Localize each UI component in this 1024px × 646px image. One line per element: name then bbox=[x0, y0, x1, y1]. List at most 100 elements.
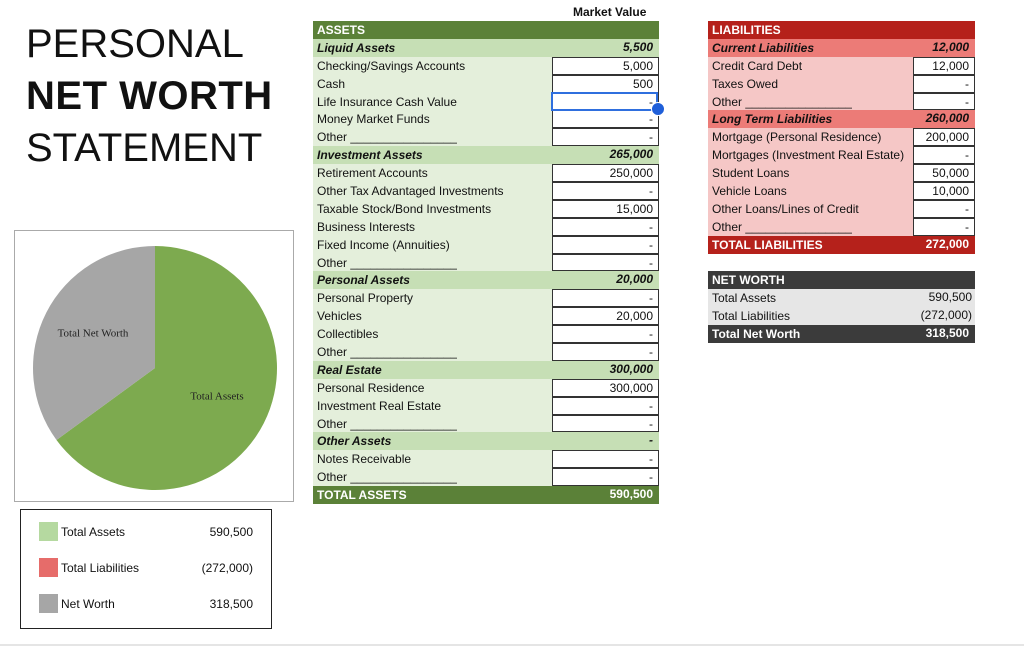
line-item-value-cell[interactable]: - bbox=[913, 199, 975, 218]
net-worth-row[interactable]: Total Assets 590,500 bbox=[708, 288, 975, 307]
line-item-row[interactable]: Vehicle Loans 10,000 bbox=[708, 182, 975, 200]
line-item-row[interactable]: Personal Residence 300,000 bbox=[313, 378, 659, 397]
line-item-row[interactable]: Mortgage (Personal Residence) 200,000 bbox=[708, 128, 975, 147]
line-item-value-cell[interactable]: 15,000 bbox=[552, 199, 659, 218]
legend-value: 318,500 bbox=[209, 597, 253, 611]
line-item-value-cell[interactable]: - bbox=[552, 414, 659, 433]
line-item-value-cell[interactable]: - bbox=[552, 468, 659, 487]
line-item-value-cell[interactable]: - bbox=[913, 74, 975, 93]
line-item-value-cell[interactable]: 500 bbox=[552, 74, 659, 93]
line-item-row[interactable]: Fixed Income (Annuities) - bbox=[313, 235, 659, 254]
net-worth-row[interactable]: Total Liabilities (272,000) bbox=[708, 306, 975, 325]
line-item-value-cell[interactable]: 200,000 bbox=[913, 128, 975, 147]
table-header: ASSETS bbox=[313, 21, 659, 39]
line-item-row[interactable]: Mortgages (Investment Real Estate) - bbox=[708, 146, 975, 165]
line-item-row[interactable]: Personal Property - bbox=[313, 289, 659, 308]
line-item-row[interactable]: Checking/Savings Accounts 5,000 bbox=[313, 56, 659, 75]
legend-row-liabilities: Total Liabilities (272,000) bbox=[39, 558, 263, 578]
line-item-value-cell[interactable]: - bbox=[552, 235, 659, 254]
line-item-value-cell[interactable]: - bbox=[552, 450, 659, 469]
line-item-value-cell[interactable]: - bbox=[552, 92, 659, 111]
line-item-label: Personal Property bbox=[317, 291, 414, 306]
section-name: Long Term Liabilities bbox=[712, 112, 833, 127]
legend-row-networth: Net Worth 318,500 bbox=[39, 594, 263, 614]
line-item-row[interactable]: Investment Real Estate - bbox=[313, 396, 659, 415]
line-item-row[interactable]: Cash 500 bbox=[313, 74, 659, 93]
total-value: 272,000 bbox=[925, 236, 969, 251]
title-line-3: STATEMENT bbox=[26, 126, 263, 170]
selection-fill-handle[interactable] bbox=[651, 102, 665, 116]
line-item-row[interactable]: Other ________________ - bbox=[313, 128, 659, 147]
pie-chart[interactable]: Total Assets Total Net Worth bbox=[14, 230, 294, 502]
line-item-row[interactable]: Business Interests - bbox=[313, 217, 659, 236]
line-item-label: Taxes Owed bbox=[712, 76, 779, 91]
line-item-row[interactable]: Taxes Owed - bbox=[708, 74, 975, 93]
line-item-value-cell[interactable]: 10,000 bbox=[913, 182, 975, 200]
line-item-row[interactable]: Life Insurance Cash Value - bbox=[313, 92, 659, 111]
line-item-row[interactable]: Other ________________ - bbox=[708, 217, 975, 236]
section-name: Real Estate bbox=[317, 362, 382, 377]
line-item-value-cell[interactable]: - bbox=[552, 396, 659, 415]
section-subtotal-row[interactable]: Personal Assets 20,000 bbox=[313, 271, 659, 290]
section-total: 265,000 bbox=[609, 147, 653, 162]
line-item-label: Other ________________ bbox=[317, 130, 458, 145]
section-subtotal-row[interactable]: Investment Assets 265,000 bbox=[313, 146, 659, 165]
line-item-row[interactable]: Retirement Accounts 250,000 bbox=[313, 164, 659, 183]
line-item-label: Taxable Stock/Bond Investments bbox=[317, 201, 492, 216]
market-value-header: Market Value bbox=[573, 5, 647, 19]
section-subtotal-row[interactable]: Other Assets - bbox=[313, 432, 659, 451]
line-item-value-cell[interactable]: - bbox=[552, 253, 659, 272]
line-item-label: Retirement Accounts bbox=[317, 166, 428, 181]
line-item-value-cell[interactable]: 5,000 bbox=[552, 56, 659, 75]
line-item-value-cell[interactable]: - bbox=[913, 92, 975, 111]
line-item-row[interactable]: Other Tax Advantaged Investments - bbox=[313, 182, 659, 200]
line-item-value-cell[interactable]: - bbox=[552, 110, 659, 129]
line-item-row[interactable]: Vehicles 20,000 bbox=[313, 307, 659, 326]
title-line-1: PERSONAL bbox=[26, 22, 244, 66]
assets-table: ASSETS Liquid Assets 5,500 Checking/Savings… bbox=[313, 21, 659, 505]
pie-slice-1[interactable] bbox=[33, 246, 155, 440]
line-item-row[interactable]: Other ________________ - bbox=[708, 92, 975, 111]
net-worth-total-label: Total Net Worth bbox=[712, 326, 801, 341]
line-item-row[interactable]: Other ________________ - bbox=[313, 343, 659, 361]
line-item-row[interactable]: Other ________________ - bbox=[313, 414, 659, 433]
pie-slice-label: Total Net Worth bbox=[58, 328, 129, 340]
legend-swatch-networth bbox=[39, 594, 58, 613]
line-item-value-cell[interactable]: - bbox=[552, 343, 659, 361]
section-subtotal-row[interactable]: Current Liabilities 12,000 bbox=[708, 38, 975, 57]
line-item-row[interactable]: Taxable Stock/Bond Investments 15,000 bbox=[313, 199, 659, 218]
line-item-value-cell[interactable]: - bbox=[913, 146, 975, 165]
line-item-row[interactable]: Other Loans/Lines of Credit - bbox=[708, 199, 975, 218]
table-header: LIABILITIES bbox=[708, 21, 975, 39]
line-item-label: Personal Residence bbox=[317, 380, 425, 395]
line-item-value-cell[interactable]: - bbox=[552, 182, 659, 200]
line-item-row[interactable]: Student Loans 50,000 bbox=[708, 164, 975, 183]
section-subtotal-row[interactable]: Long Term Liabilities 260,000 bbox=[708, 110, 975, 129]
line-item-value-cell[interactable]: - bbox=[552, 289, 659, 308]
line-item-value-cell[interactable]: 50,000 bbox=[913, 164, 975, 183]
section-subtotal-row[interactable]: Liquid Assets 5,500 bbox=[313, 38, 659, 57]
line-item-row[interactable]: Credit Card Debt 12,000 bbox=[708, 56, 975, 75]
total-label: TOTAL LIABILITIES bbox=[712, 237, 823, 252]
line-item-value-cell[interactable]: 12,000 bbox=[913, 56, 975, 75]
line-item-row[interactable]: Notes Receivable - bbox=[313, 450, 659, 469]
line-item-value-cell[interactable]: 20,000 bbox=[552, 307, 659, 326]
legend-swatch-liabilities bbox=[39, 558, 58, 577]
table-total-row: TOTAL ASSETS 590,500 bbox=[313, 486, 659, 505]
section-subtotal-row[interactable]: Real Estate 300,000 bbox=[313, 360, 659, 379]
line-item-value-cell[interactable]: - bbox=[913, 217, 975, 236]
line-item-row[interactable]: Money Market Funds - bbox=[313, 110, 659, 129]
line-item-value-cell[interactable]: - bbox=[552, 325, 659, 344]
total-value: 590,500 bbox=[609, 487, 653, 502]
line-item-row[interactable]: Other ________________ - bbox=[313, 468, 659, 487]
section-total: 5,500 bbox=[622, 39, 653, 54]
net-worth-value: 590,500 bbox=[928, 289, 972, 304]
line-item-value-cell[interactable]: - bbox=[552, 217, 659, 236]
line-item-value-cell[interactable]: 300,000 bbox=[552, 378, 659, 397]
pie-slice-0[interactable] bbox=[56, 246, 278, 490]
line-item-row[interactable]: Other ________________ - bbox=[313, 253, 659, 272]
line-item-value-cell[interactable]: - bbox=[552, 128, 659, 147]
line-item-value-cell[interactable]: 250,000 bbox=[552, 164, 659, 183]
line-item-row[interactable]: Collectibles - bbox=[313, 325, 659, 344]
legend-swatch-assets bbox=[39, 522, 58, 541]
